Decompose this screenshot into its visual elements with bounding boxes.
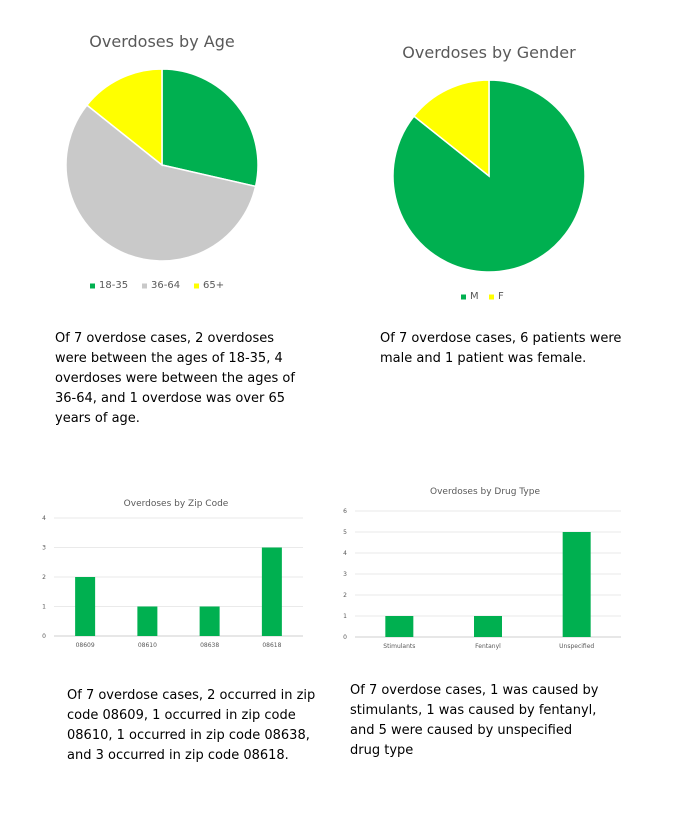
zip-description: Of 7 overdose cases, 2 occurred in zip c… — [67, 688, 316, 763]
legend-swatch-36-64 — [142, 283, 147, 289]
legend-label-f: F — [498, 291, 504, 302]
y-tick-label: 0 — [343, 634, 347, 641]
gender-pie-chart: Overdoses by Gender M F — [365, 30, 615, 320]
x-tick-label: 08609 — [76, 642, 95, 649]
pie-slice-m — [392, 79, 586, 273]
legend-swatch-18-35 — [90, 283, 95, 289]
y-tick-label: 1 — [42, 604, 46, 611]
chart-title: Overdoses by Gender — [402, 43, 576, 62]
bar-08638 — [199, 606, 220, 636]
x-tick-label: Stimulants — [383, 643, 415, 650]
y-tick-label: 1 — [343, 613, 347, 620]
chart-title: Overdoses by Age — [89, 32, 234, 51]
legend-swatch-m — [461, 294, 466, 300]
legend-swatch-65 — [194, 283, 199, 289]
drug-bar-chart: Overdoses by Drug Type 0 1 2 3 4 5 6 Stimulants F… — [335, 478, 630, 660]
legend-label-65: 65+ — [203, 280, 224, 291]
y-tick-label: 6 — [343, 508, 347, 515]
x-tick-label: Unspecified — [559, 643, 594, 650]
chart-title: Overdoses by Zip Code — [124, 499, 229, 509]
bar-unspecified — [562, 532, 591, 637]
chart-title: Overdoses by Drug Type — [430, 487, 540, 497]
age-pie-svg: Overdoses by Age 18-35 36-64 65+ — [65, 32, 259, 291]
drug-description: Of 7 overdose cases, 1 was caused by sti… — [350, 683, 599, 758]
pie-slice-36-64 — [65, 104, 257, 262]
drug-bar-svg: Overdoses by Drug Type 0 1 2 3 4 5 6 Stimulants F… — [343, 487, 621, 650]
bar-stimulants — [385, 616, 414, 637]
zip-bar-svg: Overdoses by Zip Code 0 1 2 3 4 08609 08610 0863… — [42, 499, 303, 649]
y-tick-label: 4 — [42, 515, 46, 522]
y-tick-label: 3 — [343, 571, 347, 578]
bar-08618 — [261, 547, 282, 636]
legend-label-36-64: 36-64 — [151, 280, 180, 291]
y-tick-label: 5 — [343, 529, 347, 536]
x-tick-label: Fentanyl — [475, 643, 501, 650]
gender-pie-svg: Overdoses by Gender M F — [392, 43, 586, 302]
pie-slice-f — [412, 79, 490, 178]
bar-fentanyl — [474, 616, 502, 637]
y-tick-label: 3 — [42, 545, 46, 552]
y-tick-label: 2 — [42, 574, 46, 581]
y-tick-label: 0 — [42, 633, 46, 640]
legend-swatch-f — [489, 294, 494, 300]
age-description: Of 7 overdose cases, 2 overdoses were be… — [55, 331, 295, 426]
x-tick-label: 08618 — [262, 642, 281, 649]
y-tick-label: 2 — [343, 592, 347, 599]
age-pie-chart: Overdoses by Age 18-35 36-64 65+ — [40, 20, 300, 310]
gender-description: Of 7 overdose cases, 6 patients were mal… — [380, 331, 622, 366]
y-tick-label: 4 — [343, 550, 347, 557]
legend-label-18-35: 18-35 — [99, 280, 128, 291]
pie-slice-65 — [85, 68, 163, 167]
x-tick-label: 08610 — [138, 642, 157, 649]
bar-08609 — [75, 577, 96, 636]
pie-slice-18-35 — [161, 68, 259, 188]
bar-08610 — [137, 606, 158, 636]
x-tick-label: 08638 — [200, 642, 219, 649]
zip-bar-chart: Overdoses by Zip Code 0 1 2 3 4 08609 08610 0863… — [30, 490, 320, 660]
legend-label-m: M — [470, 291, 479, 302]
